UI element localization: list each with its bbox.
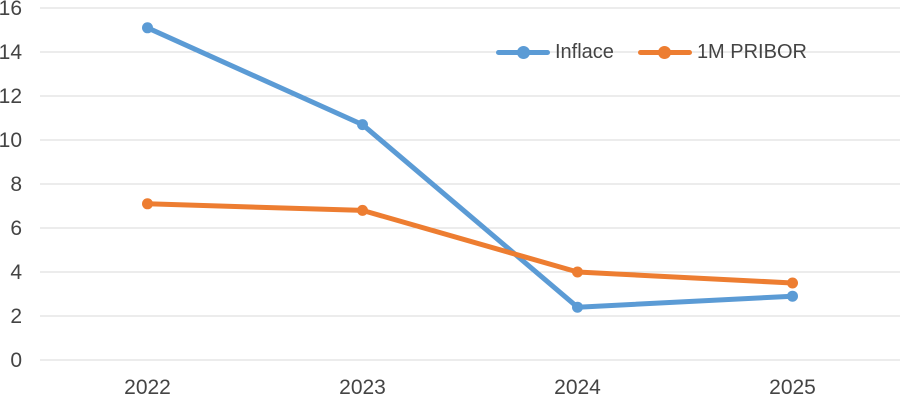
legend-label: Inflace [555,40,614,63]
series-line-inflace [145,25,795,310]
data-point-marker [357,119,368,131]
y-tick-label: 10 [0,129,22,152]
legend-item-1m-pribor: 1M PRIBOR [637,40,807,64]
data-point-marker [142,22,153,34]
legend-dot-icon [658,45,672,59]
legend-item-inflace: Inflace [496,41,614,64]
legend-line-marker-icon [496,45,550,59]
legend-line-marker-icon [637,45,692,59]
y-tick-label: 8 [10,173,22,196]
y-tick-label: 0 [10,349,22,372]
y-tick-label: 2 [10,305,22,328]
series-line-1m-pribor [145,201,795,286]
y-tick-label: 4 [10,261,22,284]
x-tick-label: 2024 [554,376,601,399]
data-point-marker [357,204,368,216]
x-tick-label: 2022 [124,376,171,399]
data-point-marker [787,277,798,289]
y-tick-label: 16 [0,0,22,20]
y-tick-label: 14 [0,41,22,64]
data-point-marker [142,198,153,210]
x-tick-label: 2023 [339,376,386,399]
y-tick-label: 6 [10,217,22,240]
data-point-marker [572,266,583,278]
chart-legend: Inflace 1M PRIBOR [496,40,807,64]
y-tick-label: 12 [0,85,22,108]
legend-label: 1M PRIBOR [696,40,807,63]
legend-dot-icon [516,45,530,59]
data-point-marker [787,290,798,302]
data-point-marker [572,301,583,313]
x-tick-label: 2025 [769,376,816,399]
